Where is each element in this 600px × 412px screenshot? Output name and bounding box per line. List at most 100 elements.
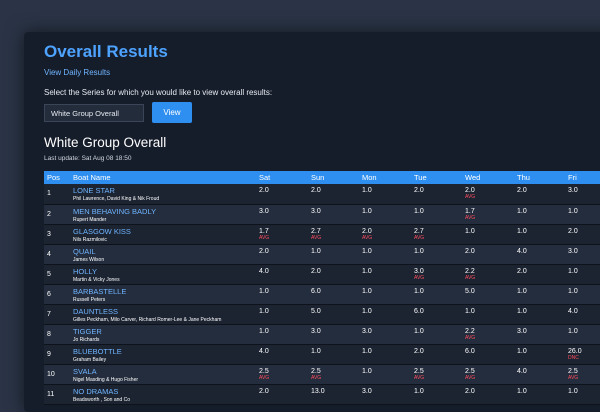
boat-cell: BLUEBOTTLE Graham Bailey bbox=[70, 344, 256, 365]
score-value: 1.0 bbox=[362, 267, 372, 275]
score-tag: AVG bbox=[414, 374, 425, 381]
score-cell-sun: 2.7 AVG bbox=[308, 224, 359, 245]
score-cell-sun: 3.0 bbox=[308, 324, 359, 345]
score-value: 2.0 bbox=[568, 227, 578, 235]
score-value: 1.0 bbox=[259, 327, 269, 335]
score-cell-sat: 2.0 bbox=[256, 184, 308, 205]
header-pos: Pos bbox=[44, 171, 70, 184]
score-value: 1.0 bbox=[362, 207, 372, 215]
score-value: 2.5 bbox=[568, 367, 578, 375]
series-select[interactable]: White Group Overall bbox=[44, 104, 144, 122]
table-row: 7 DAUNTLESS Gilles Peckham, Milo Carver, R… bbox=[44, 304, 600, 325]
boat-name-link[interactable]: HOLLY bbox=[73, 266, 98, 276]
score-cell-fri: 2.0 bbox=[565, 224, 600, 245]
score-value: 1.0 bbox=[465, 227, 475, 235]
boat-cell: GLASGOW KISS Nils Razmilovic bbox=[70, 224, 256, 245]
score-value: 3.0 bbox=[259, 207, 269, 215]
table-row: 9 BLUEBOTTLE Graham Bailey 4.0 1.0 1.0 2.0 6.0 1… bbox=[44, 344, 600, 365]
score-value: 1.0 bbox=[465, 307, 475, 315]
score-tag: DNC bbox=[568, 354, 579, 361]
score-value: 5.0 bbox=[465, 287, 475, 295]
boat-name-link[interactable]: NO DRAMAS bbox=[73, 386, 119, 396]
position-cell: 9 bbox=[44, 344, 70, 365]
boat-name-link[interactable]: GLASGOW KISS bbox=[73, 226, 131, 236]
score-cell-fri: 1.0 bbox=[565, 284, 600, 305]
view-button[interactable]: View bbox=[152, 102, 192, 123]
boat-name-link[interactable]: MEN BEHAVING BADLY bbox=[73, 206, 157, 216]
score-value: 4.0 bbox=[259, 347, 269, 355]
score-cell-fri: 1.0 bbox=[565, 384, 600, 405]
score-value: 4.0 bbox=[517, 367, 527, 375]
score-value: 1.0 bbox=[414, 247, 424, 255]
score-value: 1.0 bbox=[568, 287, 578, 295]
header-boat-name: Boat Name bbox=[70, 171, 256, 184]
score-cell-thu: 1.0 bbox=[514, 304, 565, 325]
score-tag: AVG bbox=[362, 234, 373, 241]
score-value: 1.0 bbox=[517, 347, 527, 355]
score-cell-sun: 6.0 bbox=[308, 284, 359, 305]
crew-names: Rupert Mander bbox=[73, 216, 107, 223]
boat-name-link[interactable]: DAUNTLESS bbox=[73, 306, 119, 316]
crew-names: Nils Razmilovic bbox=[73, 236, 107, 243]
score-value: 1.0 bbox=[259, 287, 269, 295]
boat-name-link[interactable]: SVALA bbox=[73, 366, 97, 376]
score-cell-thu: 1.0 bbox=[514, 204, 565, 225]
score-cell-mon: 1.0 bbox=[359, 244, 411, 265]
score-cell-mon: 3.0 bbox=[359, 324, 411, 345]
boat-name-link[interactable]: BARBASTELLE bbox=[73, 286, 127, 296]
score-cell-tue: 2.0 bbox=[411, 344, 462, 365]
score-value: 2.0 bbox=[465, 247, 475, 255]
view-daily-results-link[interactable]: View Daily Results bbox=[44, 68, 111, 77]
score-value: 3.0 bbox=[311, 327, 321, 335]
boat-name-link[interactable]: QUAIL bbox=[73, 246, 96, 256]
boat-name-link[interactable]: BLUEBOTTLE bbox=[73, 346, 122, 356]
header-thu: Thu bbox=[514, 171, 565, 184]
score-cell-sun: 1.0 bbox=[308, 244, 359, 265]
score-tag: AVG bbox=[311, 374, 322, 381]
boat-name-link[interactable]: TIGGER bbox=[73, 326, 102, 336]
score-value: 1.0 bbox=[362, 287, 372, 295]
score-value: 3.0 bbox=[311, 207, 321, 215]
score-value: 2.7 bbox=[414, 227, 424, 235]
boat-cell: SVALA Nigel Masding & Hugo Fisher bbox=[70, 364, 256, 385]
score-value: 1.0 bbox=[362, 307, 372, 315]
score-cell-fri: 3.0 bbox=[565, 244, 600, 265]
score-value: 1.0 bbox=[414, 287, 424, 295]
score-tag: AVG bbox=[311, 234, 322, 241]
score-value: 1.0 bbox=[568, 267, 578, 275]
score-cell-thu: 1.0 bbox=[514, 384, 565, 405]
score-value: 2.0 bbox=[259, 387, 269, 395]
score-cell-tue: 1.0 bbox=[411, 384, 462, 405]
score-value: 1.7 bbox=[259, 227, 269, 235]
position-cell: 3 bbox=[44, 224, 70, 245]
score-cell-fri: 1.0 bbox=[565, 204, 600, 225]
score-cell-mon: 1.0 bbox=[359, 304, 411, 325]
boat-cell: HOLLY Martin & Vicky Jones bbox=[70, 264, 256, 285]
score-value: 1.0 bbox=[311, 347, 321, 355]
crew-names: Graham Bailey bbox=[73, 356, 107, 363]
score-cell-mon: 1.0 bbox=[359, 264, 411, 285]
score-cell-mon: 1.0 bbox=[359, 204, 411, 225]
score-value: 2.0 bbox=[311, 267, 321, 275]
position-cell: 5 bbox=[44, 264, 70, 285]
score-value: 2.0 bbox=[259, 187, 269, 194]
crew-names: James Wilson bbox=[73, 256, 105, 263]
position-cell: 4 bbox=[44, 244, 70, 265]
score-tag: AVG bbox=[414, 274, 425, 281]
score-cell-wed: 2.2 AVG bbox=[462, 264, 514, 285]
score-cell-tue: 1.0 bbox=[411, 284, 462, 305]
score-cell-wed: 2.0 AVG bbox=[462, 184, 514, 205]
position-cell: 8 bbox=[44, 324, 70, 345]
score-tag: AVG bbox=[568, 374, 579, 381]
score-cell-sat: 1.0 bbox=[256, 304, 308, 325]
crew-names: Nigel Masding & Hugo Fisher bbox=[73, 376, 139, 383]
score-cell-fri: 1.0 bbox=[565, 264, 600, 285]
score-cell-fri: 2.5 AVG bbox=[565, 364, 600, 385]
score-cell-sat: 4.0 bbox=[256, 344, 308, 365]
score-value: 2.0 bbox=[465, 187, 475, 194]
score-value: 4.0 bbox=[568, 307, 578, 315]
score-cell-sat: 1.0 bbox=[256, 284, 308, 305]
score-value: 2.5 bbox=[465, 367, 475, 375]
table-row: 11 NO DRAMAS Beadsworth , Son and Co 2.0 13.… bbox=[44, 384, 600, 405]
boat-name-link[interactable]: LONE STAR bbox=[73, 186, 115, 195]
